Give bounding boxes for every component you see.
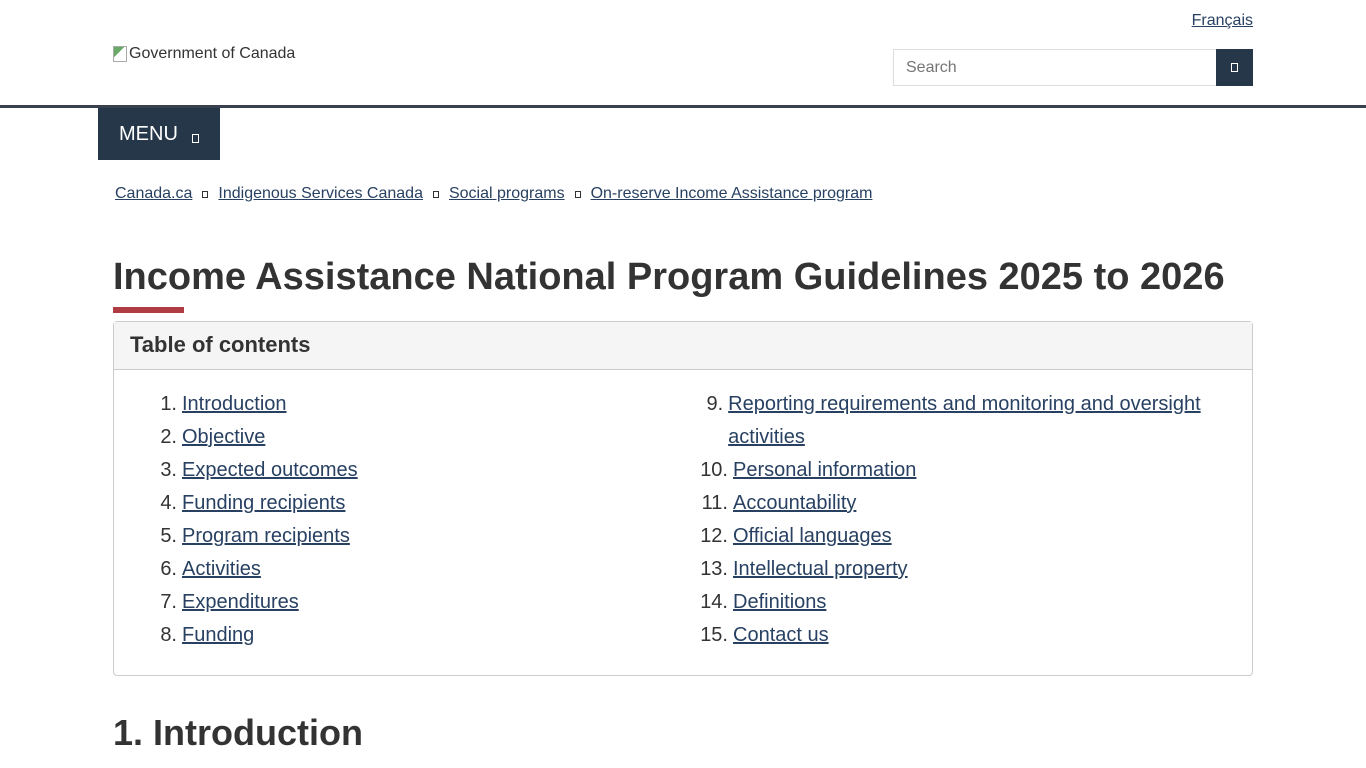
toc-number: 12. [700, 525, 728, 547]
toc-title: Table of contents [114, 322, 1252, 370]
toc-link[interactable]: Accountability [733, 492, 857, 514]
toc-item: 11. Accountability [694, 487, 1204, 520]
logo-alt-text: Government of Canada [129, 45, 296, 62]
toc-item: 14. Definitions [694, 586, 1204, 619]
toc-number: 1. [160, 393, 177, 415]
toc-item: 7. Expenditures [154, 586, 654, 619]
toc-number: 5. [160, 525, 177, 547]
table-of-contents: Table of contents 1. Introduction 2. Object… [113, 321, 1253, 676]
header-divider [0, 105, 1366, 108]
toc-number: 14. [700, 591, 728, 613]
breadcrumb-link[interactable]: Indigenous Services Canada [218, 185, 423, 202]
toc-number: 15. [700, 624, 728, 646]
toc-link[interactable]: Program recipients [182, 525, 350, 547]
toc-item: 3. Expected outcomes [154, 454, 654, 487]
language-toggle-link[interactable]: Français [1191, 12, 1253, 29]
toc-link[interactable]: Official languages [733, 525, 892, 547]
toc-item: 12. Official languages [694, 520, 1204, 553]
toc-link[interactable]: Objective [182, 426, 266, 448]
page-title: Income Assistance National Program Guide… [113, 256, 1225, 298]
toc-item: 9. Reporting requirements and monitoring … [694, 388, 1204, 454]
search-icon [1231, 63, 1238, 72]
toc-number: 2. [160, 426, 177, 448]
toc-number: 13. [700, 558, 728, 580]
toc-link[interactable]: Definitions [733, 591, 827, 613]
chevron-right-icon [574, 190, 581, 198]
toc-link[interactable]: Reporting requirements and monitoring an… [728, 393, 1201, 448]
toc-number: 6. [160, 558, 177, 580]
toc-item: 15. Contact us [694, 619, 1204, 652]
broken-image-icon [113, 46, 127, 62]
breadcrumb-link[interactable]: Social programs [448, 185, 565, 202]
toc-link[interactable]: Funding recipients [182, 492, 346, 514]
chevron-right-icon [432, 190, 439, 198]
toc-number: 7. [160, 591, 177, 613]
search-button[interactable] [1216, 49, 1253, 86]
toc-item: 1. Introduction [154, 388, 654, 421]
government-of-canada-logo[interactable]: Government of Canada [113, 45, 295, 63]
toc-link[interactable]: Contact us [733, 624, 829, 646]
toc-item: 13. Intellectual property [694, 553, 1204, 586]
toc-number: 3. [160, 459, 177, 481]
toc-link[interactable]: Expenditures [182, 591, 299, 613]
toc-item: 6. Activities [154, 553, 654, 586]
toc-link[interactable]: Intellectual property [733, 558, 908, 580]
toc-right-column: 9. Reporting requirements and monitoring … [694, 388, 1204, 652]
breadcrumb-link[interactable]: Canada.ca [115, 185, 193, 202]
breadcrumb-link[interactable]: On-reserve Income Assistance program [590, 185, 873, 202]
toc-link[interactable]: Introduction [182, 393, 287, 415]
chevron-right-icon [202, 190, 209, 198]
menu-button[interactable]: MENU [98, 108, 220, 160]
toc-item: 4. Funding recipients [154, 487, 654, 520]
toc-link[interactable]: Personal information [733, 459, 917, 481]
chevron-down-icon [191, 133, 199, 143]
toc-number: 11. [701, 492, 728, 514]
toc-item: 8. Funding [154, 619, 654, 652]
toc-item: 5. Program recipients [154, 520, 654, 553]
toc-number: 9. [706, 393, 724, 415]
toc-link[interactable]: Funding [182, 624, 255, 646]
menu-label: MENU [119, 122, 178, 145]
toc-item: 2. Objective [154, 421, 654, 454]
toc-number: 4. [160, 492, 177, 514]
toc-number: 8. [160, 624, 177, 646]
toc-left-column: 1. Introduction 2. Objective 3. Expected outc… [154, 388, 654, 652]
title-underline [113, 307, 184, 313]
breadcrumb: Canada.ca Indigenous Services Canada Socia… [115, 185, 872, 203]
toc-number: 10. [700, 459, 728, 481]
search-form [893, 49, 1253, 86]
toc-item: 10. Personal information [694, 454, 1204, 487]
toc-link[interactable]: Expected outcomes [182, 459, 358, 481]
toc-link[interactable]: Activities [182, 558, 261, 580]
search-input[interactable] [893, 49, 1216, 86]
section-heading: 1. Introduction [113, 712, 363, 753]
